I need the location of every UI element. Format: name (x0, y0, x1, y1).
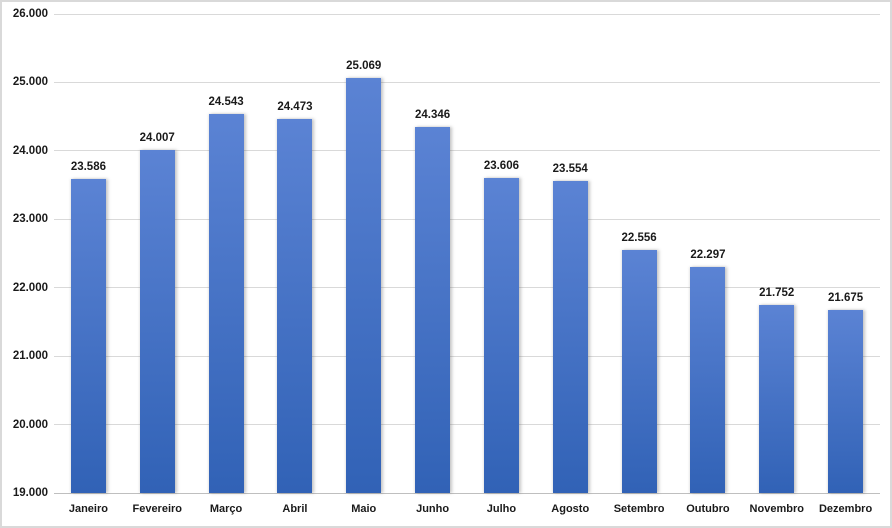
y-axis-tick-label: 19.000 (12, 487, 48, 499)
y-axis-tick-label: 20.000 (12, 418, 48, 431)
x-axis-label-marco: Março (209, 503, 243, 515)
bar-junho[interactable] (415, 127, 451, 493)
data-label-outubro: 22.297 (690, 249, 726, 262)
data-label-junho: 24.346 (414, 109, 451, 122)
bar-abril[interactable] (277, 118, 313, 493)
data-label-setembro: 22.556 (621, 231, 657, 244)
gridline (54, 218, 880, 220)
data-label-abril: 24.473 (277, 100, 313, 113)
bar-setembro[interactable] (621, 249, 657, 493)
bar-janeiro[interactable] (70, 179, 106, 493)
data-label-dezembro: 21.675 (827, 291, 864, 304)
x-axis-label-agosto: Agosto (551, 503, 590, 515)
x-axis-label-setembro: Setembro (613, 503, 665, 515)
x-axis-label-janeiro: Janeiro (68, 503, 108, 515)
data-label-novembro: 21.752 (759, 286, 795, 299)
gridline (54, 287, 880, 289)
y-axis-tick-label: 23.000 (12, 213, 48, 226)
y-axis-tick-label: 22.000 (12, 281, 48, 294)
gridline (54, 150, 880, 152)
y-axis-tick-label: 24.000 (12, 144, 48, 157)
bar-fevereiro[interactable] (139, 150, 175, 493)
data-label-fevereiro: 24.007 (139, 132, 175, 145)
x-axis-label-dezembro: Dezembro (818, 503, 873, 515)
data-label-janeiro: 23.586 (70, 161, 106, 174)
bar-marco[interactable] (208, 113, 244, 493)
bar-outubro[interactable] (690, 267, 726, 493)
data-label-agosto: 23.554 (552, 163, 588, 176)
x-axis-label-novembro: Novembro (749, 503, 804, 515)
gridline (54, 424, 880, 426)
gridline (54, 13, 880, 15)
gridline (54, 355, 880, 357)
y-axis-tick-label: 25.000 (12, 76, 48, 89)
bar-julho[interactable] (483, 177, 519, 493)
x-axis-label-julho: Julho (486, 503, 517, 515)
bar-novembro[interactable] (759, 304, 795, 493)
bar-dezembro[interactable] (828, 309, 864, 493)
x-axis-label-maio: Maio (351, 503, 377, 515)
y-axis-tick-label: 21.000 (12, 350, 48, 363)
x-axis-label-abril: Abril (282, 503, 308, 515)
gridline (54, 81, 880, 83)
data-label-marco: 24.543 (208, 95, 244, 108)
plot-area: 23.586 24.007 24.543 24.473 25.069 24.346 23.6… (54, 13, 880, 494)
bar-maio[interactable] (346, 77, 382, 493)
bar-agosto[interactable] (552, 181, 588, 493)
x-axis-label-outubro: Outubro (686, 503, 730, 515)
y-axis-tick-label: 26.000 (12, 8, 48, 20)
x-axis-line (54, 493, 880, 494)
x-axis-label-junho: Junho (416, 503, 450, 515)
x-axis-label-fevereiro: Fevereiro (132, 503, 183, 515)
data-label-julho: 23.606 (483, 159, 519, 172)
data-label-maio: 25.069 (346, 59, 382, 72)
x-axis: Janeiro Fevereiro Março Abril Maio Junho Julho… (54, 499, 880, 523)
